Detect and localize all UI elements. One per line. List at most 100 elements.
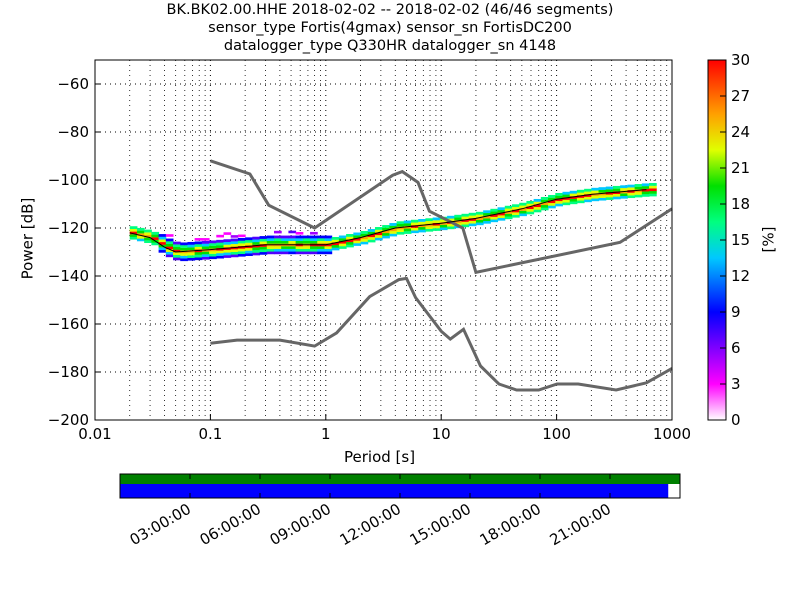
ppsd-cell bbox=[259, 251, 268, 255]
ppsd-cell bbox=[273, 230, 282, 234]
ppsd-cell bbox=[504, 205, 513, 209]
ppsd-cell bbox=[483, 218, 491, 222]
ppsd-cell bbox=[223, 241, 232, 245]
ppsd-cell bbox=[331, 242, 340, 246]
ppsd-cell bbox=[512, 214, 520, 218]
ppsd-cell bbox=[324, 240, 333, 244]
ppsd-cell bbox=[151, 242, 160, 246]
ppsd-cell bbox=[497, 209, 506, 213]
ppsd-cell bbox=[288, 235, 297, 239]
ppsd-cell bbox=[598, 197, 607, 201]
ppsd-cell bbox=[468, 220, 477, 224]
ppsd-cell bbox=[324, 248, 333, 252]
x-tick-label: 0.01 bbox=[78, 425, 111, 443]
ppsd-cell bbox=[252, 252, 261, 256]
ppsd-cell bbox=[151, 231, 160, 235]
ppsd-cell bbox=[555, 198, 563, 202]
ppsd-cell bbox=[324, 235, 333, 239]
high-noise-model-line bbox=[209, 159, 673, 275]
title-line-2: sensor_type Fortis(4gmax) sensor_sn Fort… bbox=[208, 20, 572, 36]
ppsd-cell bbox=[620, 193, 628, 197]
ppsd-cell bbox=[641, 191, 650, 195]
ppsd-cell bbox=[295, 251, 304, 255]
ppsd-cell bbox=[353, 235, 362, 238]
ppsd-cell bbox=[483, 220, 491, 224]
ppsd-cell bbox=[447, 226, 455, 230]
ppsd-cell bbox=[259, 246, 268, 250]
ppsd-cell bbox=[627, 195, 636, 199]
ppsd-cell bbox=[223, 232, 232, 235]
ppsd-cell bbox=[209, 245, 217, 249]
ppsd-cell bbox=[367, 239, 376, 243]
ppsd-cell bbox=[252, 247, 261, 251]
ppsd-cell bbox=[389, 230, 398, 234]
ppsd-cell bbox=[540, 204, 549, 208]
ppsd-cell bbox=[562, 194, 571, 198]
ppsd-cell bbox=[497, 212, 506, 216]
ppsd-cell bbox=[165, 234, 174, 237]
y-tick-label: −100 bbox=[48, 171, 89, 189]
ppsd-cell bbox=[504, 208, 513, 212]
ppsd-cell bbox=[187, 252, 196, 256]
ppsd-cell bbox=[194, 244, 203, 247]
ppsd-cell bbox=[461, 213, 470, 217]
ppsd-cell bbox=[295, 235, 304, 239]
ppsd-cell bbox=[634, 194, 643, 198]
ppsd-cell bbox=[418, 221, 426, 225]
ppsd-cell bbox=[324, 238, 333, 242]
ppsd-cell bbox=[273, 251, 282, 255]
ppsd-cell bbox=[576, 195, 585, 198]
ppsd-cell bbox=[310, 238, 318, 242]
ppsd-cell bbox=[562, 199, 571, 203]
ppsd-cell bbox=[259, 236, 268, 239]
ppsd-cell bbox=[620, 185, 628, 189]
ppsd-cell bbox=[612, 188, 621, 192]
ppsd-cell bbox=[252, 239, 261, 243]
ppsd-cell bbox=[432, 220, 441, 223]
ppsd-cell bbox=[526, 208, 535, 212]
ppsd-cell bbox=[230, 243, 239, 247]
ppsd-cell bbox=[461, 224, 470, 228]
ppsd-cell bbox=[317, 240, 325, 244]
ppsd-cell bbox=[584, 194, 592, 197]
ppsd-cell bbox=[519, 210, 527, 214]
ppsd-cell bbox=[526, 206, 535, 210]
colorbar-tick-label: 18 bbox=[731, 195, 750, 213]
ppsd-cell bbox=[540, 202, 549, 206]
ppsd-cell bbox=[468, 218, 477, 221]
ppsd-cell bbox=[310, 231, 318, 235]
ppsd-cell bbox=[490, 214, 499, 217]
ppsd-cell bbox=[512, 206, 520, 210]
plot-frame bbox=[94, 59, 673, 421]
x-tick-label: 10 bbox=[432, 425, 451, 443]
ppsd-cell bbox=[411, 230, 419, 234]
ppsd-cell bbox=[310, 246, 318, 249]
ppsd-cell bbox=[288, 230, 297, 234]
ppsd-cell bbox=[411, 222, 419, 226]
ppsd-cell bbox=[512, 204, 520, 208]
ppsd-cell bbox=[266, 240, 275, 244]
ppsd-cell bbox=[475, 211, 484, 215]
colorbar-tick-label: 27 bbox=[731, 87, 750, 105]
ppsd-cell bbox=[360, 231, 369, 234]
ppsd-cell bbox=[230, 254, 239, 258]
ppsd-cell bbox=[641, 193, 650, 197]
ppsd-cell bbox=[310, 240, 318, 244]
ppsd-cell bbox=[273, 248, 282, 252]
ppsd-cell bbox=[165, 246, 174, 250]
low-noise-model-line bbox=[210, 276, 673, 392]
ppsd-cell bbox=[201, 251, 210, 255]
ppsd-cell bbox=[187, 255, 196, 258]
ppsd-cell bbox=[504, 216, 513, 220]
ppsd-cell bbox=[245, 237, 253, 241]
ppsd-cell bbox=[281, 248, 289, 252]
ppsd-cell bbox=[591, 198, 600, 202]
ppsd-cell bbox=[165, 241, 174, 244]
ppsd-cell bbox=[180, 245, 188, 248]
timeline-tick-label: 06:00:00 bbox=[197, 500, 264, 549]
ppsd-cell bbox=[338, 240, 347, 244]
ppsd-cell bbox=[468, 223, 477, 227]
ppsd-cell bbox=[512, 212, 520, 216]
ppsd-cell bbox=[612, 196, 621, 200]
ppsd-cell bbox=[649, 193, 657, 197]
